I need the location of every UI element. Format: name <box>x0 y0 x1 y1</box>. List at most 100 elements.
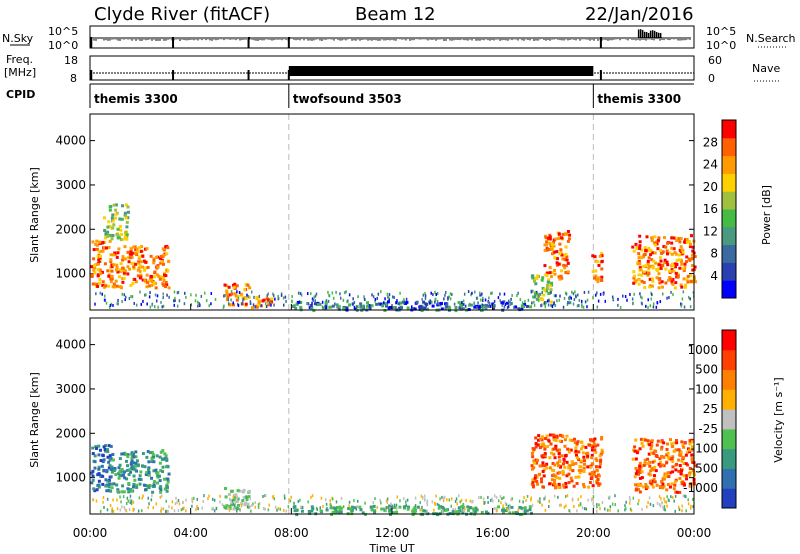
range-cell <box>663 261 667 265</box>
range-cell <box>648 285 652 289</box>
range-cell <box>126 453 130 457</box>
colorbar-tick-label: 24 <box>703 158 718 172</box>
range-cell <box>150 458 154 462</box>
range-cell <box>167 260 171 264</box>
range-cell <box>154 468 158 472</box>
range-cell <box>306 292 309 296</box>
range-cell <box>661 250 665 254</box>
range-cell <box>640 279 644 283</box>
range-cell <box>579 469 583 473</box>
range-cell <box>422 300 426 304</box>
range-cell <box>592 502 594 506</box>
range-cell <box>647 472 651 476</box>
range-cell <box>282 508 285 512</box>
range-cell <box>652 504 655 508</box>
range-cell <box>660 440 664 444</box>
range-cell <box>644 264 648 268</box>
range-cell <box>430 291 432 295</box>
range-cell <box>647 452 651 456</box>
range-cell <box>559 465 563 469</box>
range-cell <box>678 490 682 494</box>
range-cell <box>112 482 116 486</box>
range-cell <box>480 293 482 297</box>
range-cell <box>634 467 638 471</box>
range-cell <box>567 450 571 454</box>
range-cell <box>685 237 689 241</box>
range-cell <box>132 265 136 269</box>
range-cell <box>633 483 637 487</box>
range-cell <box>581 482 585 486</box>
range-cell <box>319 509 323 513</box>
range-cell <box>656 247 660 251</box>
range-cell <box>190 293 192 297</box>
range-cell <box>123 505 126 509</box>
range-cell <box>125 233 129 237</box>
range-cell <box>501 497 503 501</box>
range-cell <box>223 294 225 298</box>
range-cell <box>536 458 540 462</box>
range-cell <box>373 510 377 514</box>
range-cell <box>510 498 512 502</box>
range-cell <box>110 302 113 306</box>
range-cell <box>395 301 399 305</box>
range-cell <box>685 255 689 259</box>
range-cell <box>670 290 672 294</box>
range-cell <box>574 453 578 457</box>
nsky-tick-top: 10^5 <box>48 25 78 38</box>
range-cell <box>129 462 133 466</box>
range-cell <box>480 510 484 514</box>
range-cell <box>159 261 163 265</box>
range-cell <box>99 459 103 463</box>
range-cell <box>250 290 253 294</box>
range-cell <box>162 292 164 296</box>
range-cell <box>650 451 654 455</box>
range-cell <box>479 291 481 295</box>
range-cell <box>687 295 690 299</box>
range-cell <box>392 306 396 310</box>
range-cell <box>211 497 214 501</box>
range-cell <box>591 484 595 488</box>
range-cell <box>659 266 663 270</box>
range-cell <box>377 302 381 306</box>
range-cell <box>693 464 697 468</box>
range-cell <box>682 456 686 460</box>
colorbar-swatch <box>722 389 736 410</box>
range-cell <box>355 305 358 309</box>
range-cell <box>139 245 143 249</box>
range-cell <box>142 299 144 303</box>
range-cell <box>662 236 666 240</box>
range-cell <box>138 482 142 486</box>
range-cell <box>675 441 679 445</box>
range-cell <box>678 453 682 457</box>
range-cell <box>681 481 685 485</box>
range-cell <box>226 295 230 299</box>
range-cell <box>158 277 162 281</box>
range-cell <box>650 284 654 288</box>
range-cell <box>103 246 107 250</box>
range-cell <box>504 509 508 513</box>
range-cell <box>158 461 162 465</box>
range-cell <box>139 290 141 294</box>
date-title: 22/Jan/2016 <box>585 4 694 25</box>
range-cell <box>98 240 102 244</box>
range-cell <box>101 292 103 296</box>
range-cell <box>99 291 102 295</box>
range-cell <box>570 438 574 442</box>
range-cell <box>558 476 562 480</box>
range-cell <box>200 294 203 298</box>
range-cell <box>547 236 551 240</box>
range-cell <box>114 253 118 257</box>
range-cell <box>128 468 132 472</box>
range-cell <box>562 253 566 257</box>
range-cell <box>516 294 518 298</box>
range-cell <box>642 485 646 489</box>
range-cell <box>129 470 133 474</box>
range-cell <box>639 437 643 441</box>
range-cell <box>273 497 275 501</box>
range-cell <box>399 499 401 503</box>
range-cell <box>111 467 115 471</box>
range-cell <box>236 503 240 507</box>
range-cell <box>670 241 674 245</box>
range-cell <box>133 507 135 511</box>
range-cell <box>236 290 238 294</box>
